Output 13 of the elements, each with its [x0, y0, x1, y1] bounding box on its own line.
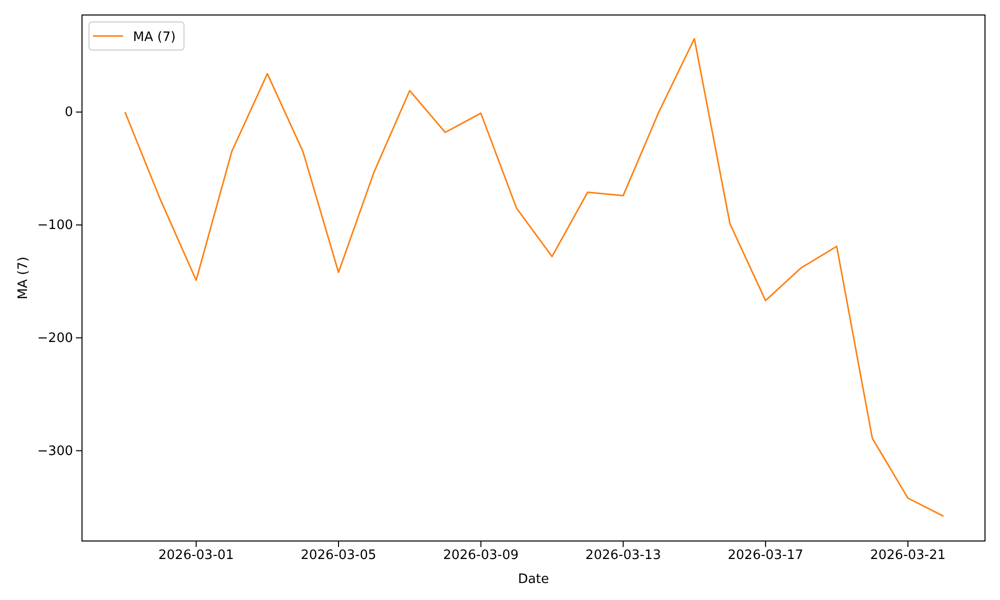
x-tick-label: 2026-03-09: [443, 548, 519, 564]
y-tick-label: −200: [37, 330, 73, 346]
legend-label: MA (7): [133, 30, 176, 45]
x-tick-label: 2026-03-01: [158, 548, 234, 564]
x-tick-label: 2026-03-21: [870, 548, 946, 564]
x-axis-title: Date: [518, 572, 550, 587]
y-tick-label: −300: [37, 444, 73, 459]
y-tick-label: −100: [37, 218, 73, 234]
x-tick-label: 2026-03-17: [728, 548, 804, 564]
x-tick-label: 2026-03-05: [300, 548, 376, 564]
y-tick-label: 0: [64, 105, 73, 120]
x-tick-label: 2026-03-13: [585, 548, 661, 564]
y-axis-title: MA (7): [16, 256, 31, 300]
